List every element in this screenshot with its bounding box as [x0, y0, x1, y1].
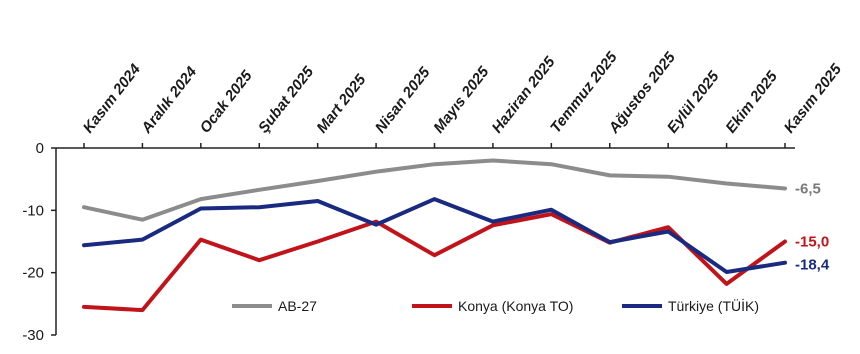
- x-tick-label: Mart 2025: [313, 71, 369, 137]
- axes: [55, 143, 795, 335]
- y-tick-label: 0: [36, 140, 44, 157]
- x-tick-label: Şubat 2025: [255, 63, 318, 136]
- x-tick-label: Aralık 2024: [138, 63, 201, 137]
- y-tick-label: -10: [22, 202, 44, 219]
- x-tick-label: Mayıs 2025: [430, 63, 493, 136]
- x-tick-label: Ekim 2025: [722, 68, 781, 137]
- y-tick-labels: 0 -10 -20 -30: [22, 140, 56, 344]
- series-line-1: [82, 212, 787, 313]
- end-value-label: -15,0: [795, 234, 829, 251]
- end-value-label: -6,5: [795, 181, 821, 198]
- end-value-label: -18,4: [795, 257, 830, 274]
- x-tick-label: Kasım 2024: [80, 60, 145, 136]
- series-lines: [82, 158, 787, 313]
- series-line-0: [82, 158, 787, 222]
- end-value-labels: -6,5 -15,0 -18,4: [795, 181, 830, 274]
- x-tick-label: Kasım 2025: [781, 60, 846, 136]
- legend: AB-27 Konya (Konya TO) Türkiye (TÜİK): [232, 297, 759, 314]
- y-tick-label: -20: [22, 265, 44, 282]
- series-line-2: [82, 197, 787, 274]
- x-tick-label: Ocak 2025: [197, 67, 257, 136]
- legend-label: Türkiye (TÜİK): [668, 297, 759, 314]
- legend-label: Konya (Konya TO): [458, 298, 573, 314]
- x-tick-label: Eylül 2025: [664, 68, 723, 137]
- x-tick-label: Nisan 2025: [372, 64, 434, 137]
- legend-label: AB-27: [278, 298, 317, 314]
- y-tick-label: -30: [22, 327, 44, 344]
